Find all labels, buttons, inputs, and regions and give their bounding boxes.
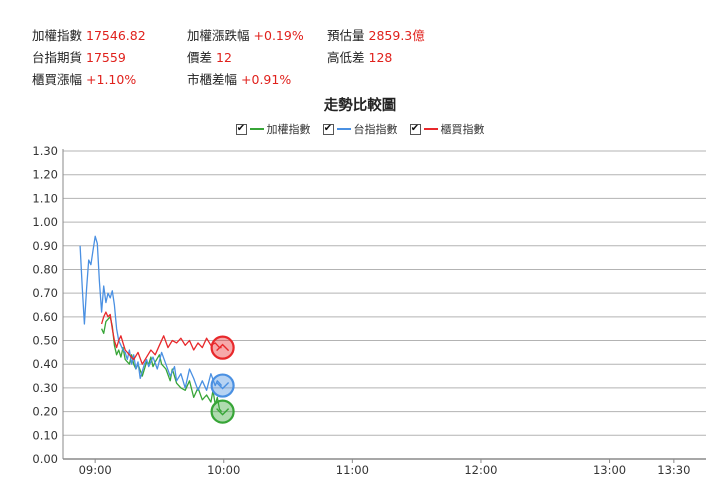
end-marker-circle	[210, 335, 235, 360]
series-line-1	[79, 235, 223, 391]
legend-checkbox-weighted[interactable]: ✔	[235, 123, 247, 135]
legend-item-futures[interactable]: ✔ 台指指數	[322, 121, 398, 137]
stat-high-low: 高低差 128	[327, 50, 393, 65]
series-line-0	[101, 316, 223, 413]
y-tick-label: 1.10	[32, 191, 58, 205]
stat-spread: 價差 12	[187, 50, 232, 65]
y-tick-label: 0.60	[32, 310, 58, 324]
x-tick-label: 13:30	[657, 463, 690, 477]
end-marker-chevron-icon	[216, 408, 230, 416]
stat-otc-change: 櫃買漲幅 +1.10%	[32, 72, 137, 87]
y-tick-label: 0.00	[32, 452, 58, 466]
y-tick-label: 1.00	[32, 215, 58, 229]
end-marker-circle	[210, 399, 235, 424]
end-marker-1	[210, 373, 235, 398]
x-tick-label: 11:00	[336, 463, 369, 477]
end-marker-circle	[210, 373, 235, 398]
end-marker-2	[210, 335, 235, 360]
x-tick-label: 13:00	[593, 463, 626, 477]
x-tick-label: 10:00	[207, 463, 240, 477]
y-tick-label: 0.70	[32, 286, 58, 300]
y-tick-label: 0.50	[32, 334, 58, 348]
end-marker-0	[210, 399, 235, 424]
y-tick-label: 0.20	[32, 405, 58, 419]
y-tick-label: 0.10	[32, 428, 58, 442]
legend-swatch-futures	[336, 128, 351, 130]
y-tick-label: 0.90	[32, 239, 58, 253]
legend-label-futures: 台指指數	[353, 123, 398, 136]
y-tick-label: 1.20	[32, 168, 58, 182]
x-tick-label: 12:00	[464, 463, 497, 477]
legend-swatch-weighted	[249, 128, 264, 130]
legend-item-otc[interactable]: ✔ 櫃買指數	[409, 121, 485, 137]
legend-swatch-otc	[423, 128, 438, 130]
legend-item-weighted[interactable]: ✔ 加權指數	[235, 121, 311, 137]
legend-checkbox-futures[interactable]: ✔	[322, 123, 334, 135]
end-marker-chevron-icon	[216, 343, 230, 352]
stat-estimated-volume: 預估量 2859.3億	[327, 28, 425, 43]
chart-legend: ✔ 加權指數 ✔ 台指指數 ✔ 櫃買指數	[0, 121, 720, 137]
stat-otc-diff: 市櫃差幅 +0.91%	[187, 72, 292, 87]
x-tick-label: 09:00	[79, 463, 112, 477]
stat-weighted-change: 加權漲跌幅 +0.19%	[187, 28, 304, 43]
stat-weighted-index: 加權指數 17546.82	[32, 28, 146, 43]
stats-panel: 加權指數 17546.82 加權漲跌幅 +0.19% 預估量 2859.3億 台指期貨…	[32, 28, 467, 87]
y-tick-label: 0.80	[32, 262, 58, 276]
y-tick-label: 1.30	[32, 144, 58, 158]
stat-futures: 台指期貨 17559	[32, 50, 126, 65]
y-tick-label: 0.30	[32, 381, 58, 395]
legend-label-otc: 櫃買指數	[440, 123, 485, 136]
y-tick-label: 0.40	[32, 357, 58, 371]
legend-label-weighted: 加權指數	[266, 123, 311, 136]
end-marker-chevron-icon	[216, 382, 230, 390]
legend-checkbox-otc[interactable]: ✔	[409, 123, 421, 135]
series-line-2	[100, 311, 222, 365]
chart-title: 走勢比較圖	[323, 98, 397, 114]
